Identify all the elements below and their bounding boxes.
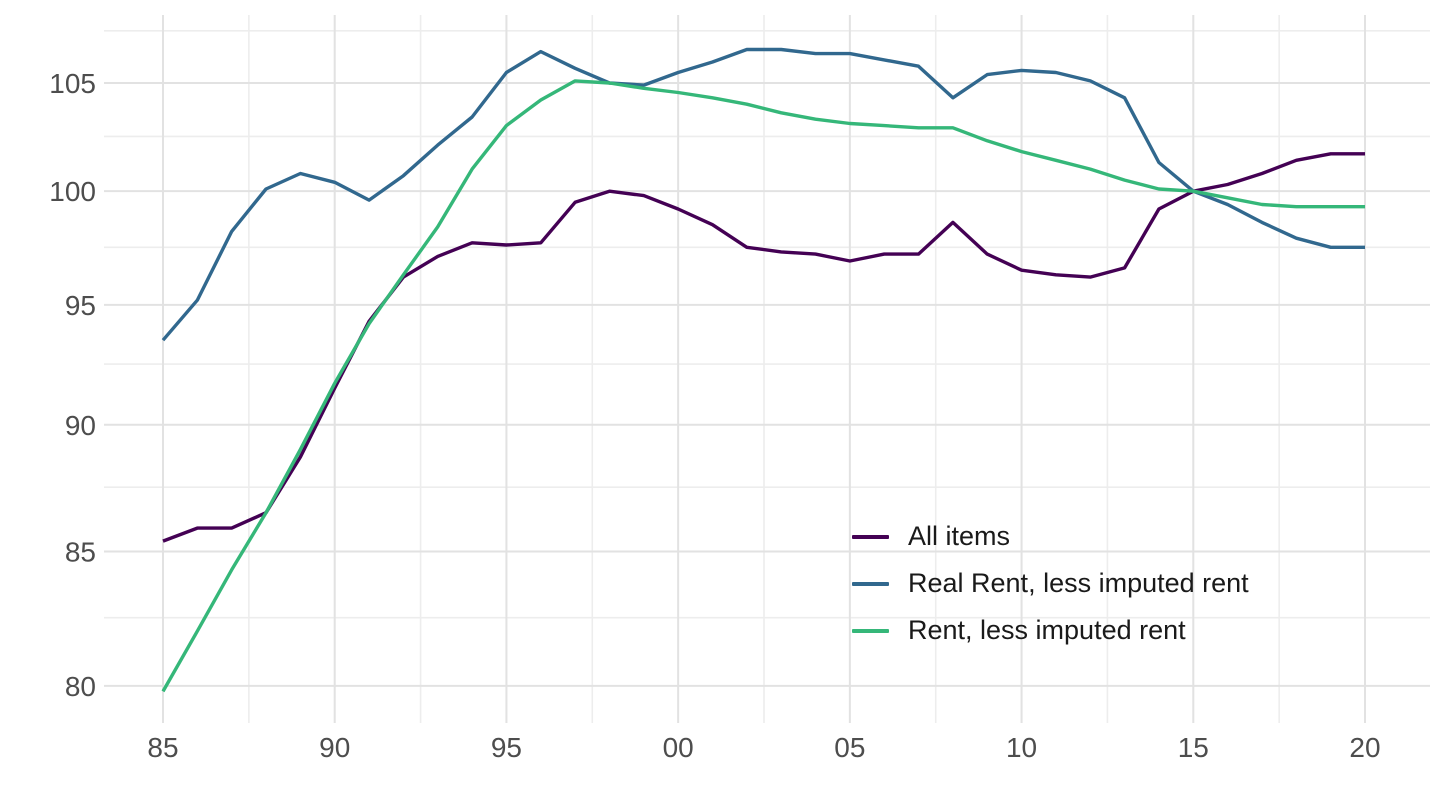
y-tick-label-105: 105	[49, 68, 96, 99]
x-tick-label-10: 10	[1006, 732, 1037, 763]
legend-item-rent: Rent, less imputed rent	[852, 607, 1249, 654]
legend-swatch-real-rent	[852, 581, 889, 586]
y-tick-label-85: 85	[65, 536, 96, 567]
legend-item-all-items: All items	[852, 513, 1249, 560]
y-tick-label-100: 100	[49, 176, 96, 207]
legend-swatch-rent	[852, 628, 889, 633]
series-line-real-rent-less-imputed-rent	[161, 47, 1365, 342]
x-tick-label-20: 20	[1349, 732, 1380, 763]
x-tick-label-05: 05	[834, 732, 865, 763]
y-tick-label-80: 80	[65, 671, 96, 702]
x-tick-label-90: 90	[319, 732, 350, 763]
legend-label-rent: Rent, less imputed rent	[908, 615, 1186, 645]
x-tick-label-85: 85	[147, 732, 178, 763]
legend-swatch-all-items	[852, 534, 889, 539]
legend-label-real-rent: Real Rent, less imputed rent	[908, 568, 1249, 598]
legend-label-all-items: All items	[908, 521, 1011, 551]
y-tick-label-95: 95	[65, 290, 96, 321]
x-tick-label-95: 95	[491, 732, 522, 763]
y-tick-label-90: 90	[65, 410, 96, 441]
x-tick-label-00: 00	[663, 732, 694, 763]
x-tick-label-15: 15	[1178, 732, 1209, 763]
legend-item-real-rent: Real Rent, less imputed rent	[852, 560, 1249, 607]
series-line-rent-less-imputed-rent	[161, 79, 1365, 693]
chart-legend: All items Real Rent, less imputed rent R…	[852, 513, 1249, 654]
